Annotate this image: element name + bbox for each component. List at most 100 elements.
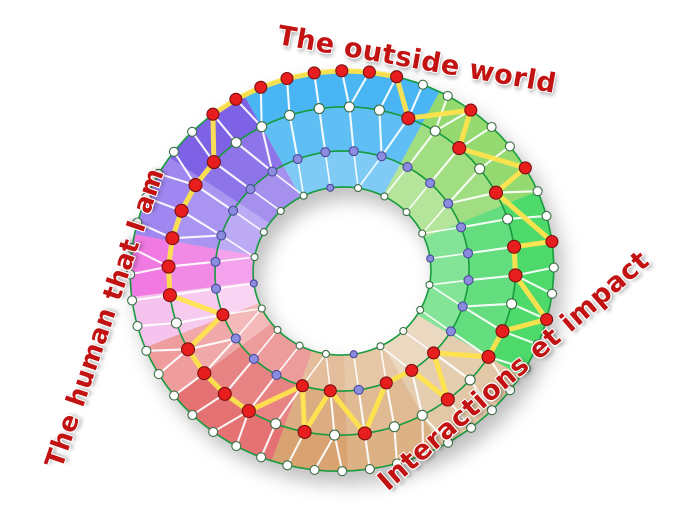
node[interactable] — [376, 342, 385, 351]
node[interactable] — [464, 374, 476, 386]
node-selected[interactable] — [206, 155, 221, 170]
node[interactable] — [299, 191, 308, 200]
node[interactable] — [273, 325, 282, 334]
node[interactable] — [466, 422, 477, 433]
node[interactable] — [169, 390, 180, 401]
node-selected[interactable] — [254, 80, 268, 94]
node[interactable] — [250, 253, 259, 262]
node[interactable] — [504, 141, 515, 152]
node[interactable] — [548, 262, 559, 273]
node-selected[interactable] — [335, 64, 349, 78]
node-selected[interactable] — [507, 239, 522, 254]
node-selected[interactable] — [427, 346, 441, 360]
node[interactable] — [320, 147, 331, 158]
node-selected[interactable] — [390, 70, 404, 84]
node[interactable] — [354, 184, 363, 193]
node[interactable] — [270, 418, 282, 430]
node[interactable] — [141, 345, 152, 356]
node[interactable] — [502, 213, 514, 225]
node[interactable] — [417, 79, 428, 90]
node[interactable] — [463, 275, 474, 286]
node[interactable] — [402, 162, 413, 173]
node[interactable] — [443, 437, 454, 448]
node[interactable] — [474, 163, 486, 175]
node[interactable] — [257, 304, 266, 313]
node[interactable] — [256, 121, 268, 133]
node-selected[interactable] — [452, 141, 467, 156]
node[interactable] — [326, 183, 335, 192]
node[interactable] — [210, 256, 221, 267]
node[interactable] — [210, 283, 222, 294]
node[interactable] — [520, 363, 531, 374]
node[interactable] — [313, 103, 325, 115]
node-selected[interactable] — [206, 107, 220, 121]
node-selected[interactable] — [379, 376, 393, 390]
node-selected[interactable] — [464, 103, 478, 117]
node-selected[interactable] — [440, 392, 455, 407]
node[interactable] — [532, 339, 543, 350]
node[interactable] — [416, 409, 428, 421]
node[interactable] — [141, 192, 152, 203]
node-selected[interactable] — [323, 384, 337, 398]
node-selected[interactable] — [165, 231, 180, 246]
node-selected[interactable] — [495, 324, 510, 339]
node[interactable] — [486, 121, 497, 133]
node[interactable] — [462, 248, 474, 259]
node-selected[interactable] — [229, 92, 243, 106]
node[interactable] — [329, 429, 341, 441]
node[interactable] — [126, 243, 138, 254]
node[interactable] — [132, 217, 143, 228]
node[interactable] — [416, 305, 425, 314]
node-selected[interactable] — [295, 379, 309, 393]
node[interactable] — [456, 222, 467, 233]
node[interactable] — [532, 186, 543, 197]
node[interactable] — [418, 449, 429, 460]
node[interactable] — [231, 441, 242, 452]
node-selected[interactable] — [488, 185, 504, 200]
node[interactable] — [153, 369, 164, 380]
node[interactable] — [373, 104, 385, 116]
node-selected[interactable] — [162, 288, 177, 303]
node[interactable] — [132, 321, 143, 332]
node-selected[interactable] — [180, 342, 196, 357]
node[interactable] — [426, 254, 435, 263]
node[interactable] — [256, 452, 267, 463]
node-selected[interactable] — [357, 426, 372, 441]
node-selected[interactable] — [401, 111, 416, 126]
node[interactable] — [168, 146, 179, 157]
node[interactable] — [343, 101, 355, 113]
node[interactable] — [292, 154, 303, 165]
node[interactable] — [282, 460, 293, 471]
node-selected[interactable] — [241, 403, 256, 419]
node[interactable] — [349, 350, 358, 359]
node[interactable] — [309, 464, 320, 475]
node[interactable] — [127, 295, 138, 306]
node-selected[interactable] — [217, 386, 232, 401]
node-selected[interactable] — [307, 66, 321, 80]
node[interactable] — [402, 208, 411, 217]
node[interactable] — [276, 206, 285, 216]
node[interactable] — [271, 369, 282, 380]
node-selected[interactable] — [280, 71, 294, 86]
node[interactable] — [216, 230, 227, 241]
node[interactable] — [348, 146, 359, 157]
node-selected[interactable] — [405, 363, 419, 377]
node-selected[interactable] — [188, 178, 203, 193]
node[interactable] — [259, 228, 268, 237]
node[interactable] — [187, 126, 198, 137]
node[interactable] — [506, 298, 518, 310]
node[interactable] — [321, 349, 330, 358]
node[interactable] — [230, 136, 242, 149]
node[interactable] — [230, 333, 241, 344]
node[interactable] — [170, 317, 182, 329]
node[interactable] — [248, 353, 259, 364]
node[interactable] — [153, 168, 164, 179]
node[interactable] — [208, 426, 219, 437]
node[interactable] — [295, 341, 304, 350]
node[interactable] — [125, 269, 136, 280]
node[interactable] — [380, 192, 389, 201]
node[interactable] — [486, 405, 497, 416]
node[interactable] — [364, 464, 375, 475]
node[interactable] — [249, 279, 258, 288]
node[interactable] — [425, 280, 434, 289]
